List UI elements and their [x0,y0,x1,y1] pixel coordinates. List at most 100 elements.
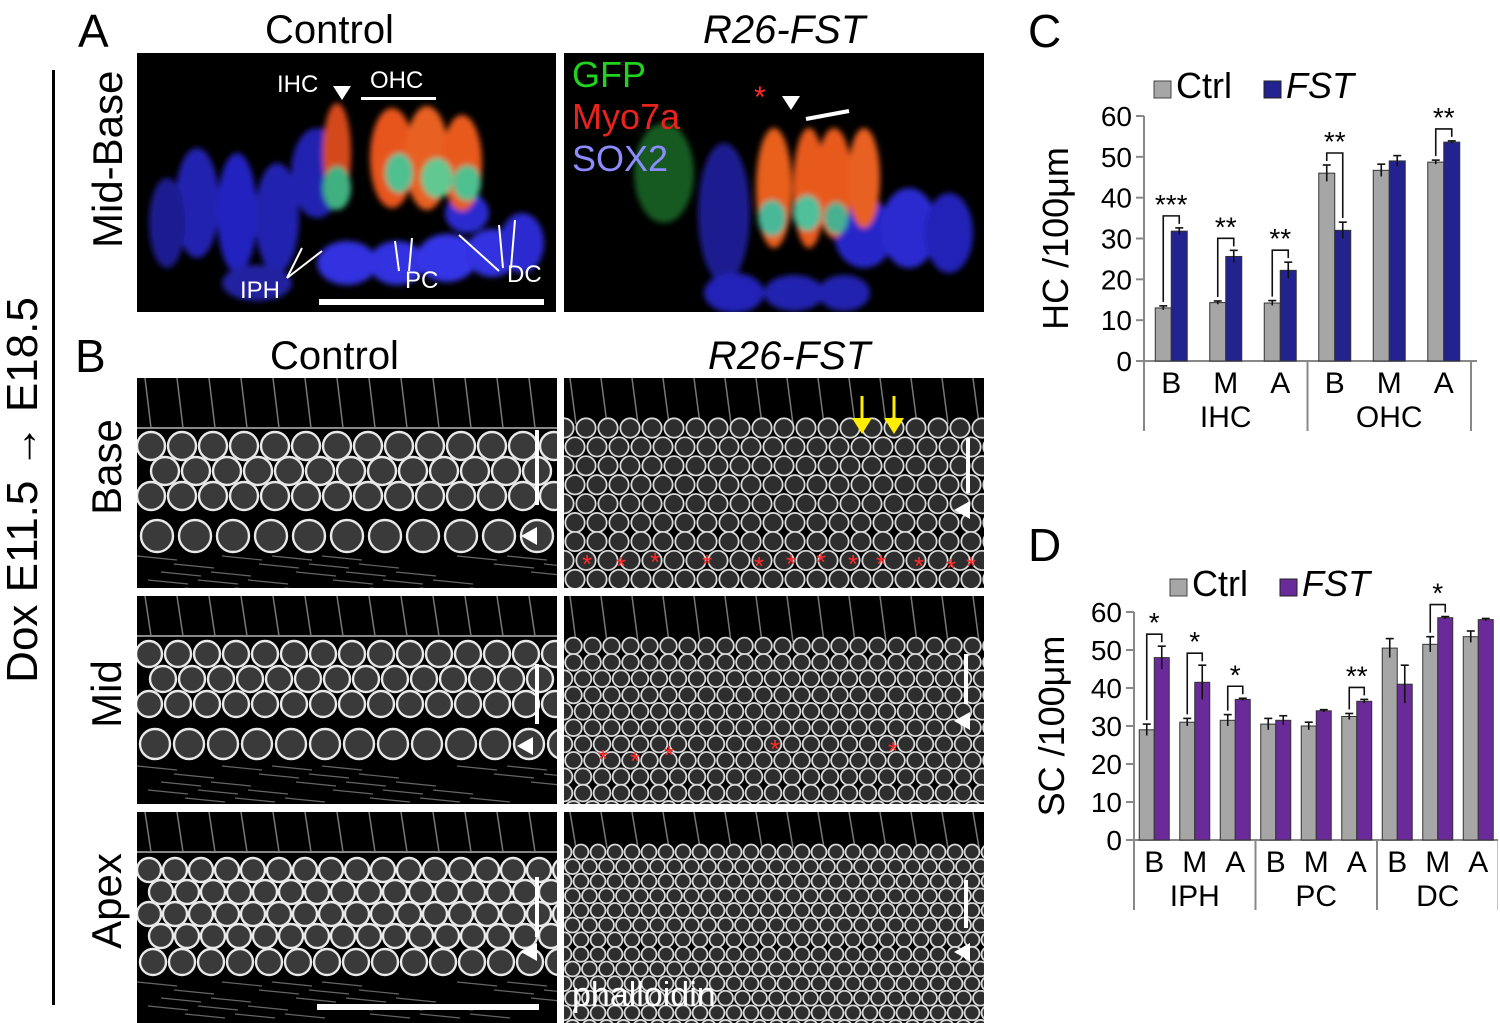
row-label-mid: Mid [83,660,130,728]
stain-label: phalloidin [572,976,716,1014]
red-asterisk: * [664,740,674,770]
vertical-scale-marker [535,877,539,937]
significance-bracket [1186,652,1204,715]
red-asterisk: * [848,549,858,579]
legend-gfp: GFP [572,54,647,95]
panel-b-control-apex-image [137,812,557,1023]
bar-fst [1388,160,1406,362]
arrowhead-marker [521,943,537,961]
significance-label: ** [1433,102,1455,133]
y-tick-label: 30 [1101,224,1132,255]
row-label-apex: Apex [83,853,130,949]
significance-label: ** [1324,126,1346,157]
y-tick-label: 0 [1116,346,1132,377]
side-bracket-line [52,70,55,1005]
bar-ctrl [1318,172,1336,362]
bar-ctrl [1341,716,1358,841]
panel-a-row-label: Mid-Base [84,70,131,248]
y-tick-label: 20 [1091,749,1122,780]
legend-label-fst: FST [1302,563,1373,604]
yellow-arrow-icon [852,396,872,434]
panel-b-fst-base-image: * * * * * * * * * * * * [564,378,984,588]
legend-myo7a: Myo7a [572,96,681,137]
red-asterisk: * [754,551,764,581]
bar-fst [1477,619,1494,841]
bar-fst [1225,255,1243,362]
label-pc: PC [405,267,439,294]
x-tick-label: B [1266,846,1286,879]
x-tick-label: M [1425,846,1450,879]
significance-label: * [1189,626,1200,657]
cell-pattern [564,378,984,588]
bar-ctrl [1381,647,1398,841]
y-tick-label: 30 [1091,711,1122,742]
vertical-scale-marker [535,430,539,505]
bar-fst [1315,710,1332,841]
bar-ctrl [1300,725,1317,841]
significance-bracket [1226,685,1244,711]
significance-bracket [1216,237,1235,297]
scale-bar [317,1004,539,1010]
vertical-scale-marker [966,438,970,493]
significance-label: ** [1346,660,1368,691]
cell-pattern [137,378,557,588]
red-asterisk: * [582,549,592,579]
arrowhead-marker [954,501,970,519]
cell-pattern [137,596,557,803]
arrowhead-marker [954,712,970,730]
panel-a-fst-title: R26-FST [703,8,866,52]
scale-bar [319,299,544,305]
panel-b-control-base-image [137,378,557,588]
red-asterisk: * [770,734,780,764]
x-tick-label: M [1377,367,1402,400]
x-tick-label: M [1182,846,1207,879]
panel-b-fst-apex-image: phalloidin [564,812,984,1023]
legend-label-ctrl: Ctrl [1176,65,1232,106]
red-asterisk: * [876,549,886,579]
red-asterisk: * [616,551,626,581]
panel-letter-a: A [78,5,109,57]
panel-a-control-title: Control [265,8,394,52]
significance-label: * [1432,578,1443,609]
bar-ctrl [1209,302,1227,362]
bar-ctrl [1462,636,1479,841]
x-tick-label: A [1468,846,1488,879]
yellow-arrow-icon [884,396,904,434]
panel-letter-d: D [1028,519,1062,571]
bar-fst [1437,617,1454,841]
panel-a-control-image: IHC OHC IPH PC DC [137,53,556,312]
legend-label-ctrl: Ctrl [1192,563,1248,604]
label-ihc: IHC [277,71,319,98]
red-asterisk: * [888,736,898,766]
red-asterisk: * [702,549,712,579]
y-tick-label: 50 [1101,142,1132,173]
significance-label: *** [1155,189,1188,220]
significance-bracket [1429,603,1447,633]
group-label: OHC [1356,401,1423,434]
y-tick-label: 40 [1091,673,1122,704]
bar-ctrl [1219,719,1236,841]
vertical-scale-marker [964,880,968,928]
legend-label-fst: FST [1286,65,1357,106]
red-asterisk: * [966,551,976,581]
x-tick-label: M [1304,846,1329,879]
red-asterisk: * [754,81,766,114]
label-dc: DC [507,261,542,288]
red-asterisk: * [630,746,640,776]
y-tick-label: 0 [1106,825,1122,856]
significance-bracket [1145,633,1163,721]
bar-fst [1194,681,1211,841]
significance-bracket [1271,249,1290,297]
significance-label: ** [1215,211,1237,242]
legend-swatch-fst [1279,578,1298,597]
red-asterisk: * [914,551,924,581]
red-asterisk: * [816,547,826,577]
bar-ctrl [1154,307,1172,362]
panel-b-fst-mid-image: * * * * * [564,596,984,804]
y-tick-label: 10 [1091,787,1122,818]
y-tick-label: 60 [1101,101,1132,132]
bar-ctrl [1179,721,1196,841]
y-tick-label: 10 [1101,305,1132,336]
arrowhead-marker [954,943,970,961]
